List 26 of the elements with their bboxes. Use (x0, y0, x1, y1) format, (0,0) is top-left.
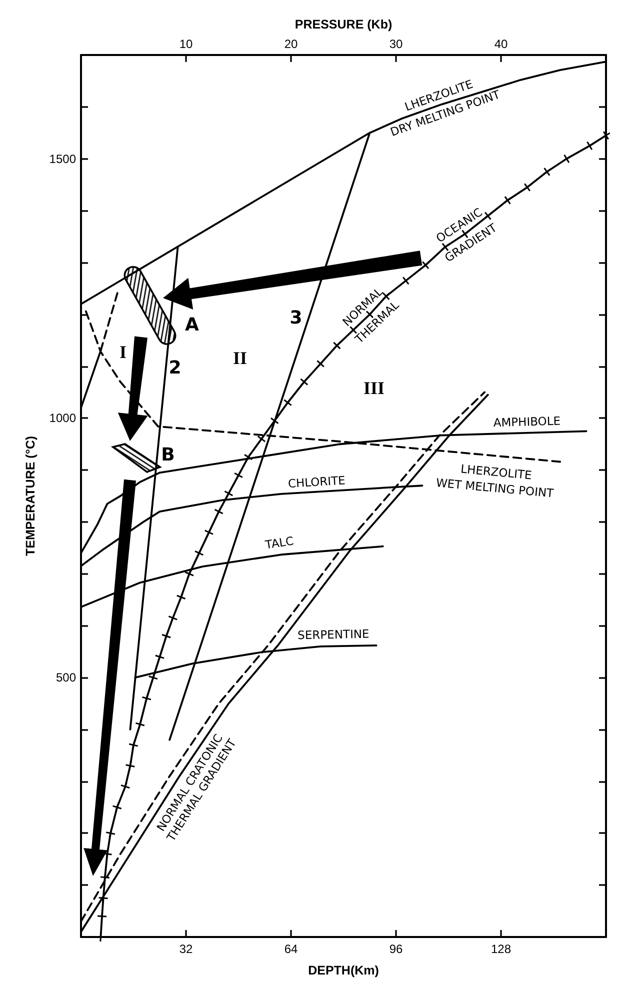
x2-tick-label: 30 (389, 37, 403, 51)
annotation: SERPENTINE (297, 626, 370, 642)
annotation: I (119, 342, 127, 362)
y-axis-title: TEMPERATURE (°C) (24, 436, 38, 556)
annotation: CHLORITE (288, 473, 346, 491)
annotation: III (363, 378, 385, 398)
annotation: A (185, 314, 200, 336)
x-tick-label: 32 (179, 942, 193, 956)
x-tick-label: 64 (284, 942, 298, 956)
annotation: 3 (290, 308, 302, 328)
annotation: LHERZOLITE WET MELTING POINT (435, 462, 556, 500)
x2-tick-label: 10 (179, 37, 193, 51)
x-tick-label: 96 (389, 942, 403, 956)
x-axis-title: DEPTH(Km) (308, 964, 379, 978)
annotation: B (161, 444, 175, 466)
y-tick-label: 500 (56, 670, 76, 685)
x-tick-label: 128 (490, 942, 512, 956)
annotation: II (232, 348, 248, 368)
x2-tick-label: 40 (494, 37, 508, 51)
x2-axis-title: PRESSURE (Kb) (294, 18, 392, 32)
y-tick-label: 1500 (49, 152, 76, 166)
annotation: AMPHIBOLE (493, 414, 561, 430)
annotation: 2 (168, 358, 182, 378)
x2-tick-label: 20 (284, 37, 298, 51)
y-tick-label: 1000 (49, 411, 76, 426)
annotation: TALC (263, 534, 294, 552)
